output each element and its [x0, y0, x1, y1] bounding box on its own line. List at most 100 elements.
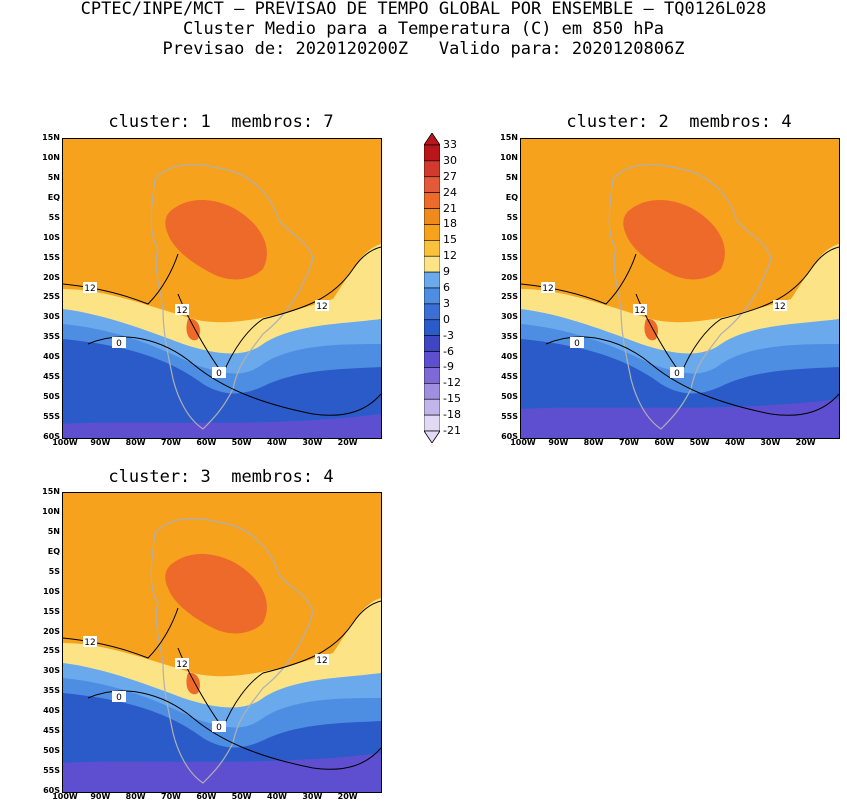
map2-lat-label: 5S: [506, 212, 518, 222]
panel-3-title: cluster: 3 membros: 4: [108, 467, 334, 487]
contour-label: 12: [83, 282, 97, 294]
colorbar-swatch: [423, 160, 441, 178]
colorbar-level-label: -6: [443, 344, 454, 358]
colorbar-swatch: [423, 240, 441, 257]
map-panel-cluster-2: 12 12 0 12 0: [520, 138, 840, 439]
contour-0: [87, 336, 381, 416]
map3-lon-label: 60W: [196, 792, 217, 801]
map1-lat-label: 30S: [43, 312, 60, 322]
map1-lon-label: 90W: [90, 438, 111, 447]
svg-text:0: 0: [116, 693, 122, 703]
contour-label: 0: [212, 367, 226, 379]
map1-lat-label: 40S: [43, 352, 60, 362]
colorbar-level-label: 0: [443, 312, 450, 326]
map1-lon-label: 50W: [231, 438, 252, 447]
svg-text:12: 12: [176, 660, 187, 670]
map3-lon-label: 70W: [161, 792, 181, 801]
colorbar-swatch: [423, 176, 441, 193]
colorbar-level-label: -3: [443, 328, 454, 342]
panel-2-title: cluster: 2 membros: 4: [566, 112, 792, 132]
contour-label: 12: [175, 304, 189, 316]
map1-lon-label: 30W: [302, 438, 323, 447]
colorbar-swatch: [423, 208, 441, 225]
map2-lat-label: 10N: [500, 152, 518, 162]
map3-lat-label: 40S: [43, 706, 60, 716]
contour-label: 0: [112, 337, 126, 349]
map1-lon-label: 70W: [161, 438, 181, 447]
svg-text:0: 0: [574, 339, 580, 349]
map2-lon-label: 20W: [795, 438, 816, 447]
colorbar-swatch: [423, 367, 441, 384]
map2-lat-label: 30S: [501, 312, 518, 322]
map3-lat-label: 55S: [43, 766, 60, 776]
colorbar-swatch: [423, 414, 441, 432]
map3-lat-label: EQ: [47, 546, 60, 556]
map3-lon-label: 100W: [52, 792, 78, 801]
field-hot-patch: [644, 318, 658, 341]
map-panel-cluster-1: 12 12 0 12 0: [62, 138, 382, 439]
svg-text:12: 12: [176, 306, 187, 316]
map3-lat-label: 50S: [43, 746, 60, 756]
colorbar-level-label: 27: [443, 169, 457, 183]
map3-lat-label: 5S: [48, 566, 60, 576]
map1-lon-label: 80W: [125, 438, 146, 447]
map1-lat-label: 60S: [43, 432, 60, 441]
colorbar-swatch: [423, 335, 441, 352]
field-hot-patch: [186, 672, 200, 695]
contour-12-east: [177, 600, 381, 730]
field-deep-blue: [63, 339, 381, 438]
svg-text:0: 0: [674, 369, 680, 379]
map2-lon-label: 70W: [619, 438, 639, 447]
map2-lon-label: 90W: [548, 438, 569, 447]
map2-lat-label: 20S: [501, 272, 518, 282]
map2-lat-label: 25S: [501, 292, 518, 302]
map2-lon-label: 60W: [654, 438, 675, 447]
svg-text:12: 12: [774, 302, 785, 312]
map3-lat-label: 5N: [47, 526, 60, 536]
map2-lon-label: 50W: [689, 438, 710, 447]
colorbar-level-label: -12: [443, 376, 461, 390]
map1-lon-label: 40W: [267, 438, 287, 447]
contour-label: 12: [315, 300, 329, 312]
svg-text:12: 12: [316, 302, 327, 312]
colorbar-swatch: [423, 319, 441, 336]
map3-lat-label: 25S: [43, 646, 60, 656]
colorbar-swatch: [423, 383, 441, 400]
map2-lat-label: 55S: [501, 412, 518, 422]
temperature-colorbar: [423, 132, 441, 444]
map3-lat-label: 35S: [43, 686, 60, 696]
map2-lat-label: EQ: [505, 192, 518, 202]
map3-lat-label: 60S: [43, 786, 60, 795]
map2-lat-label: 40S: [501, 352, 518, 362]
map3-lat-label: 15S: [43, 606, 60, 616]
colorbar-level-label: -15: [443, 392, 461, 406]
svg-text:12: 12: [316, 656, 327, 666]
field-purple: [521, 399, 839, 438]
map2-lon-label: 100W: [510, 438, 536, 447]
svg-text:0: 0: [216, 723, 222, 733]
header-title-line1: CPTEC/INPE/MCT — PREVISAO DE TEMPO GLOBA…: [80, 0, 767, 19]
colorbar-swatch: [423, 192, 441, 209]
field-hot-patch: [186, 318, 200, 341]
map3-lon-label: 20W: [337, 792, 358, 801]
field-hot-land: [165, 199, 267, 280]
south-america-outline: [608, 163, 772, 430]
field-purple: [63, 414, 381, 438]
contour-label: 0: [670, 367, 684, 379]
map1-lon-label: 100W: [52, 438, 78, 447]
contour-label: 12: [541, 282, 555, 294]
map2-lat-label: 35S: [501, 332, 518, 342]
map-panel-cluster-3: 12 12 0 12 0: [62, 492, 382, 793]
map3-lon-label: 90W: [90, 792, 111, 801]
contour-label: 12: [83, 636, 97, 648]
svg-text:12: 12: [542, 284, 553, 294]
map3-lon-label: 50W: [231, 792, 252, 801]
map1-lat-label: 15N: [42, 133, 60, 142]
map2-lon-label: 40W: [725, 438, 745, 447]
colorbar-level-label: 30: [443, 153, 457, 167]
map1-lat-label: 10S: [43, 232, 60, 242]
colorbar-level-label: 15: [443, 233, 457, 247]
map2-lat-label: 15N: [500, 133, 518, 142]
field-hot-land: [165, 553, 267, 634]
contour-label: 12: [175, 658, 189, 670]
